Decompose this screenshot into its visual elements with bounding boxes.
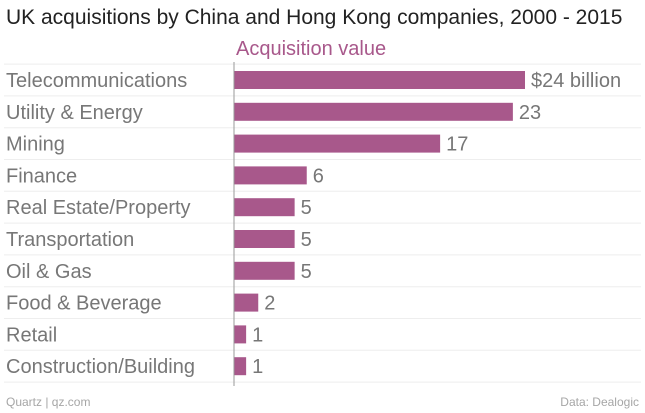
bar <box>234 102 513 121</box>
category-label: Construction/Building <box>6 356 195 378</box>
value-label: 6 <box>313 165 324 187</box>
bar <box>234 71 525 89</box>
category-label: Utility & Energy <box>6 102 143 124</box>
bar <box>234 198 295 217</box>
value-label: $24 billion <box>531 70 621 92</box>
category-label: Retail <box>6 324 57 346</box>
value-label: 23 <box>519 102 541 124</box>
category-label: Transportation <box>6 229 134 251</box>
category-label: Finance <box>6 165 77 187</box>
category-label: Mining <box>6 134 65 156</box>
chart-title: UK acquisitions by China and Hong Kong c… <box>6 6 623 29</box>
value-label: 5 <box>301 261 312 283</box>
bar <box>234 357 247 376</box>
category-label: Oil & Gas <box>6 261 92 283</box>
bar <box>234 293 259 312</box>
footer-source: Data: Dealogic <box>560 395 639 409</box>
value-label: 5 <box>301 197 312 219</box>
value-label: 1 <box>252 356 263 378</box>
bar <box>234 166 307 185</box>
category-label: Telecommunications <box>6 70 187 92</box>
value-label: 17 <box>446 134 468 156</box>
category-label: Food & Beverage <box>6 293 162 315</box>
chart-subtitle: Acquisition value <box>236 38 387 60</box>
category-label: Real Estate/Property <box>6 197 191 219</box>
bar <box>234 325 247 344</box>
footer-credit: Quartz | qz.com <box>6 395 91 409</box>
bar <box>234 134 441 153</box>
bar <box>234 230 295 248</box>
value-label: 2 <box>264 293 275 315</box>
bar <box>234 261 295 280</box>
value-label: 1 <box>252 324 263 346</box>
value-label: 5 <box>301 229 312 251</box>
